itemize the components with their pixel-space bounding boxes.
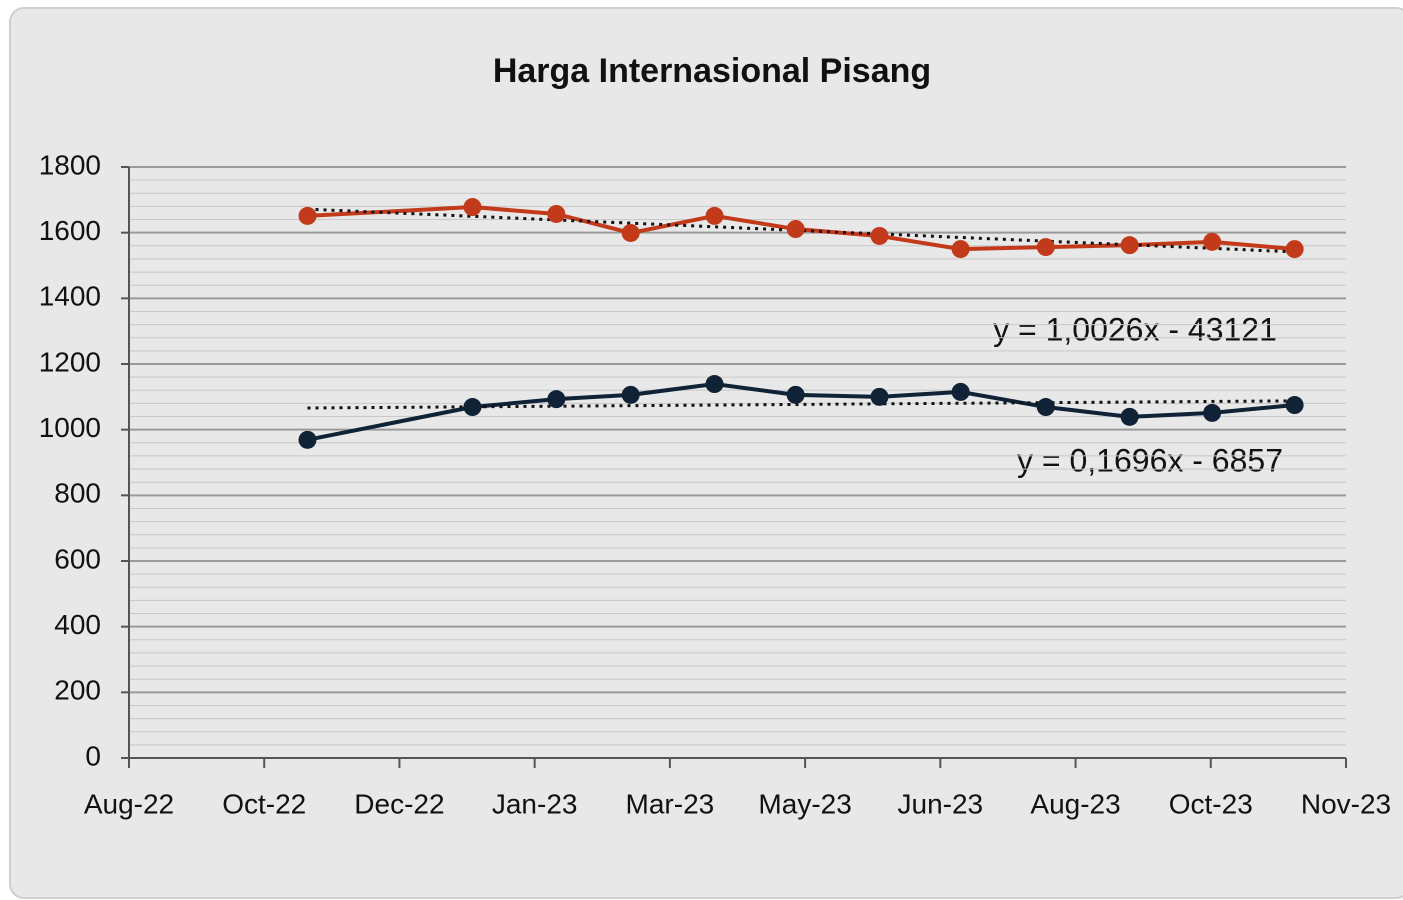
y-tick-label: 1400 [39,281,101,312]
y-tick-label: 1800 [39,149,101,180]
annotation: y = 0,1696x - 6857 [1017,442,1283,478]
x-tick-label: Oct-23 [1169,788,1253,819]
point [1285,396,1304,415]
x-tick-label: May-23 [758,788,851,819]
y-tick-label: 0 [85,740,101,771]
y-tick-label: 1200 [39,346,101,377]
point [870,226,889,245]
point [786,385,805,404]
point [1120,236,1139,255]
x-tick-label: Dec-22 [354,788,444,819]
point [298,430,317,449]
y-tick-label: 200 [54,675,101,706]
point [463,198,482,217]
y-tick-label: 600 [54,543,101,574]
chart-title: Harga Internasional Pisang [493,52,931,90]
y-tick-label: 800 [54,478,101,509]
x-tick-label: Nov-23 [1301,788,1391,819]
point [1285,240,1304,259]
point [705,206,724,225]
y-tick-label: 1600 [39,215,101,246]
point [1203,403,1222,422]
point [621,223,640,242]
line [307,382,1295,442]
point [463,398,482,417]
point [786,220,805,239]
point [951,382,970,401]
point [547,390,566,409]
point [1203,232,1222,251]
y-tick-label: 400 [54,609,101,640]
point [705,375,724,394]
y-tick-label: 1000 [39,412,101,443]
x-tick-label: Jun-23 [898,788,984,819]
point [621,385,640,404]
x-tick-label: Aug-23 [1030,788,1120,819]
point [1036,398,1055,417]
point [870,387,889,406]
point [951,240,970,259]
annotation: y = 1,0026x - 43121 [993,311,1277,347]
x-tick-label: Jan-23 [492,788,578,819]
point [298,206,317,225]
x-tick-label: Oct-22 [222,788,306,819]
chart-card [9,7,1403,899]
point [1036,238,1055,257]
point [1120,407,1139,426]
point [547,204,566,223]
x-tick-label: Aug-22 [84,788,174,819]
x-tick-label: Mar-23 [626,788,715,819]
